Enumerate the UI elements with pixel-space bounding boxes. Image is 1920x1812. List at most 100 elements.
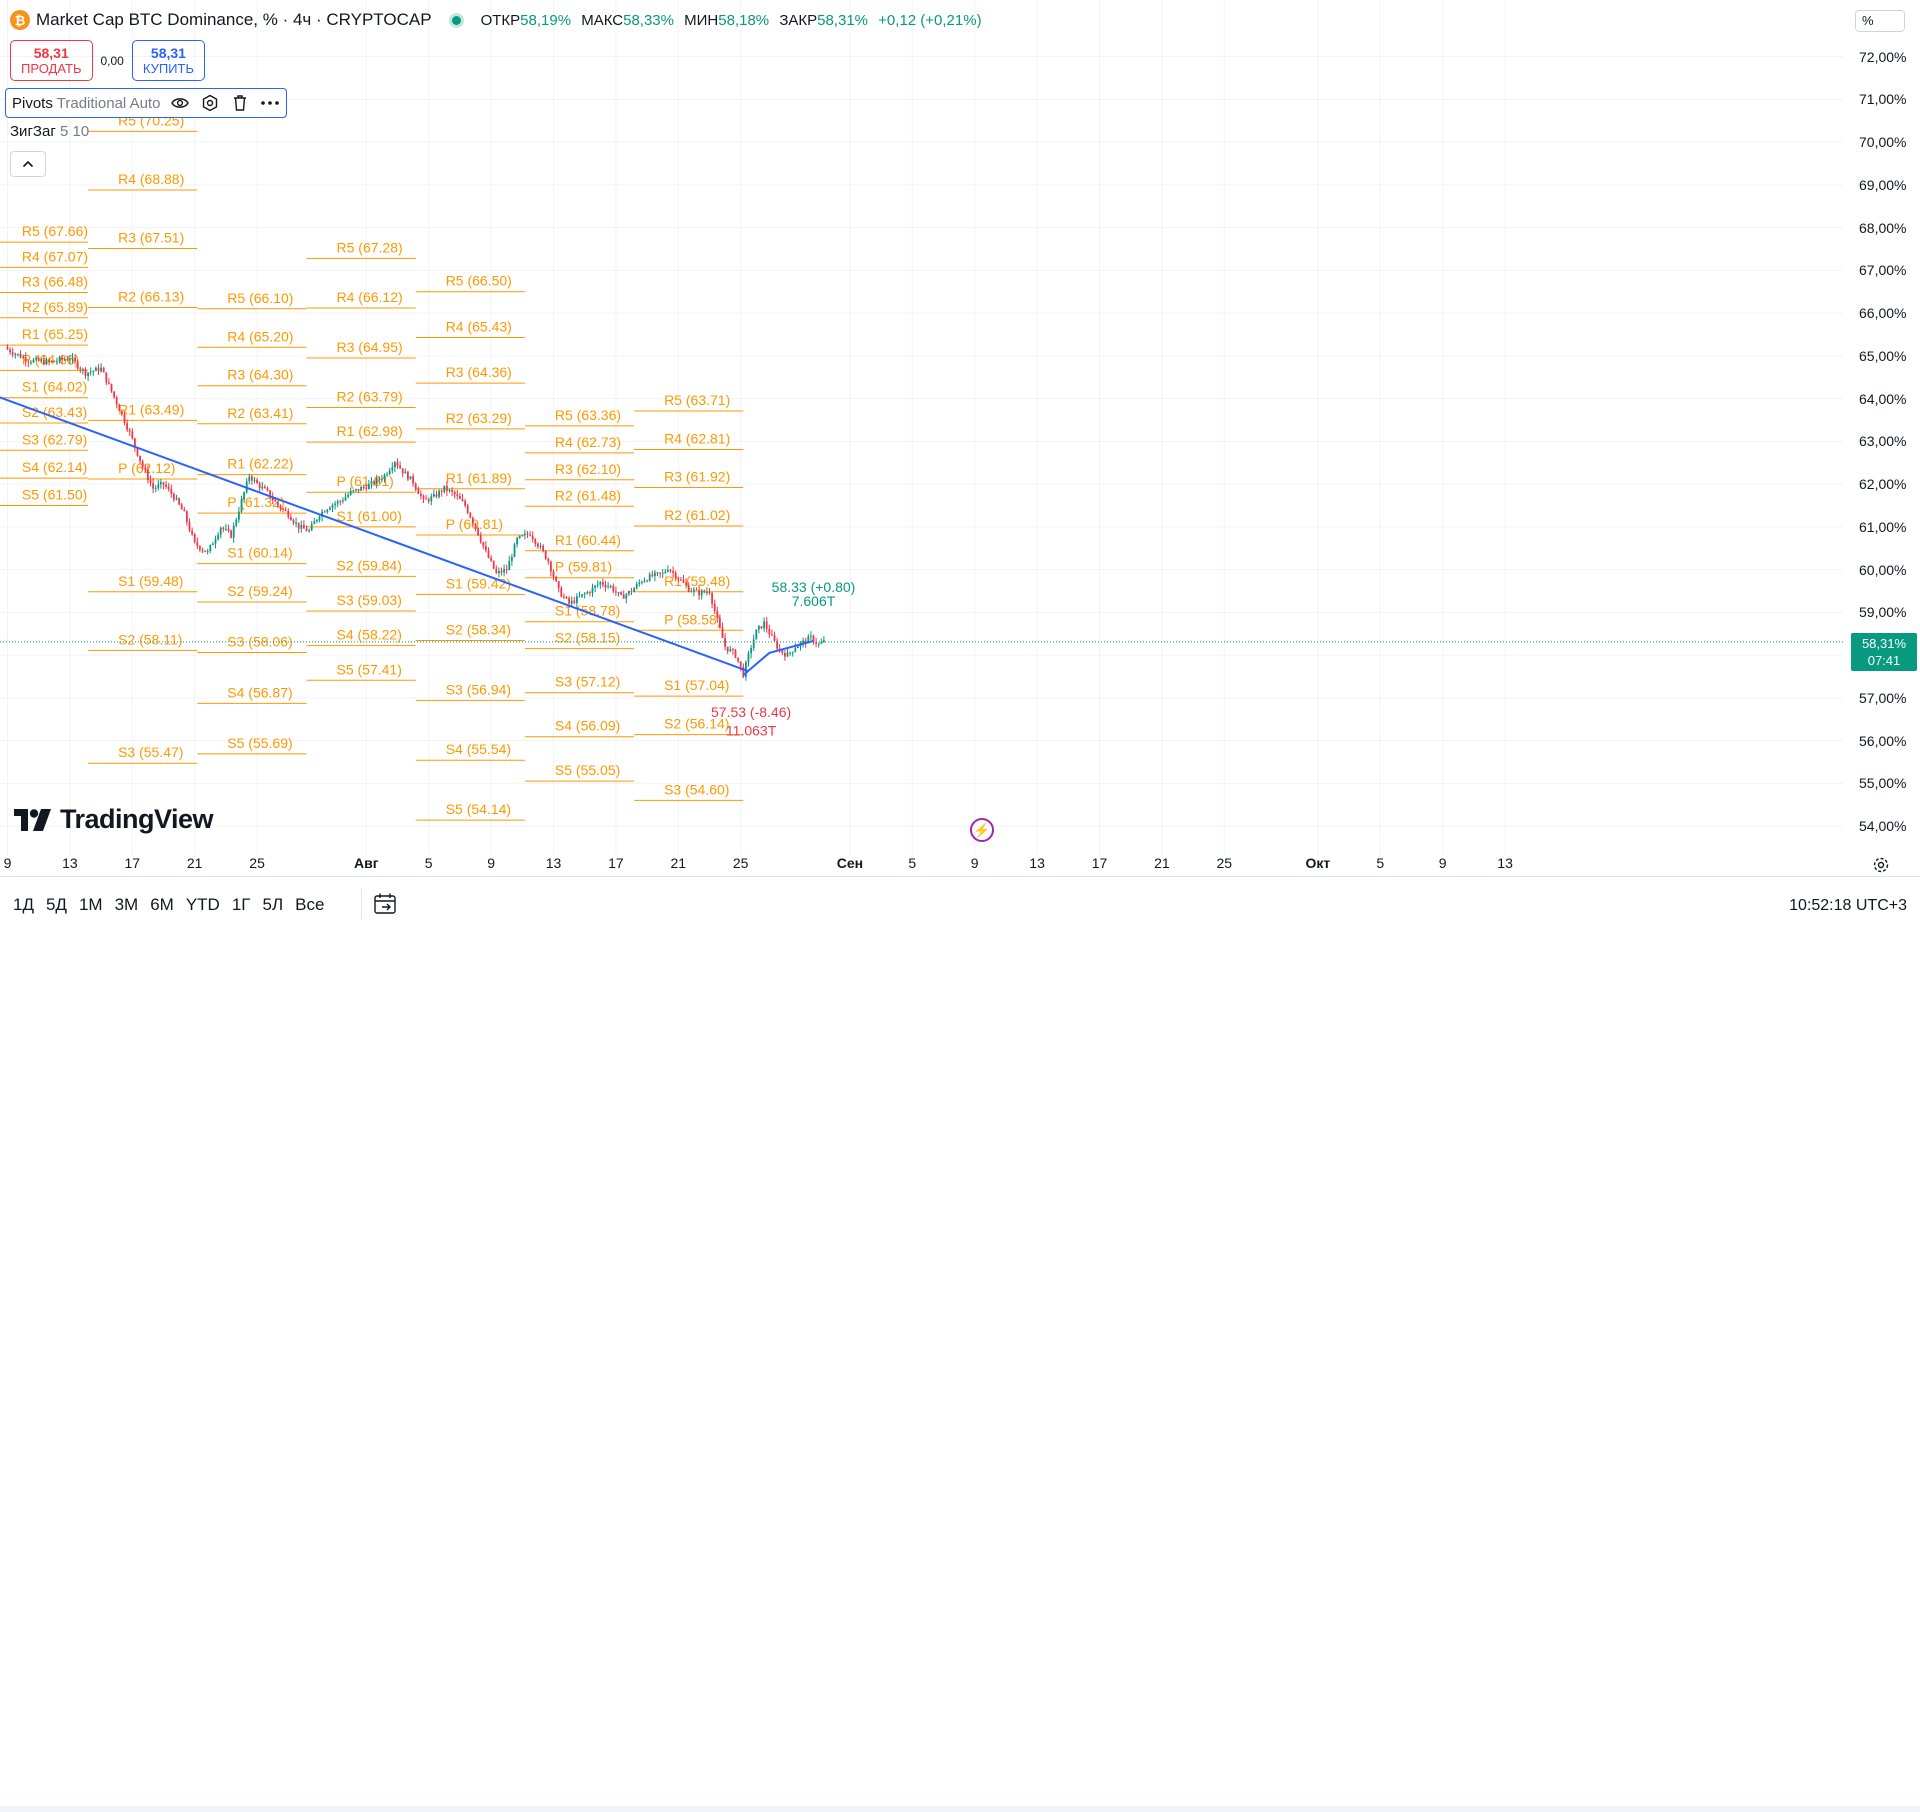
pivot-label-s2: S2 (58.11) [118,631,182,647]
candle-down [11,347,14,358]
candle-body [633,588,635,593]
candle-body [154,487,157,489]
calendar-range-icon[interactable] [373,892,399,916]
candle-down [555,575,557,582]
candle-body [160,482,162,485]
candle-up [238,507,240,523]
candle-up [667,565,669,573]
x-tick-label: 13 [545,855,562,871]
candle-up [802,637,804,648]
candle-up [521,534,524,537]
price-axis[interactable]: % 54,00%55,00%56,00%57,00%58,00%59,00%60… [1843,0,1920,855]
candle-down [186,510,188,526]
collapse-legend-button[interactable] [10,151,46,177]
candle-down [196,537,199,550]
candle-up [539,542,542,550]
zigzag-indicator-legend[interactable]: ЗигЗаг 5 10 [10,123,89,140]
candle-body [755,629,758,640]
settings-gear-icon[interactable] [1870,854,1892,876]
candle-body [204,550,206,552]
candle-body [334,503,336,505]
candle-down [287,508,290,520]
candle-body [565,596,568,599]
candle-body [630,591,633,593]
candle-up [508,555,511,571]
candle-down [173,492,175,502]
candle-body [719,618,721,628]
pivot-label-s4: S4 (56.09) [555,718,620,734]
pivot-label-s3: S3 (62.79) [22,431,87,447]
candle-down [417,486,420,495]
candle-down [256,477,258,484]
candle-down [183,506,186,512]
buy-button[interactable]: 58,31 КУПИТЬ [131,40,205,81]
trash-icon[interactable] [230,93,250,113]
pivot-label-r1: R1 (62.98) [337,423,403,439]
candle-body [422,495,425,499]
candle-body [370,481,373,484]
y-tick-label: 61,00% [1859,518,1907,535]
x-tick-label: 21 [670,855,687,871]
market-status-icon[interactable] [451,15,461,25]
period-1d[interactable]: 1Д [13,895,34,914]
candle-down [162,481,165,490]
candle-body [82,369,84,371]
candle-up [375,474,378,489]
time-axis[interactable]: 9 13 17 21 25 Авг 5 9 13 17 21 25 Сен 5 9 13 17 21 25 Окт 5 9… [0,855,1843,875]
chart-plot-area[interactable]: R5 (67.66) R4 (67.07) R3 (66.48) R2 (65.89)… [0,0,1843,855]
period-3m[interactable]: 3М [114,895,139,914]
candle-body [318,516,321,520]
candle-body [568,598,570,604]
pivots-indicator-name: Pivots Traditional Auto [12,94,161,112]
pivot-label-s2: S2 (63.43) [22,404,87,420]
candle-down [9,347,11,355]
candle-body [248,476,251,482]
candle-down [708,588,711,595]
candle-down [721,622,724,638]
clock-timezone[interactable]: 10:52:18 UTC+3 [1789,897,1907,914]
candle-up [599,581,602,589]
candle-up [810,631,812,641]
period-5d[interactable]: 5Д [45,895,67,914]
settings-icon[interactable] [200,93,220,113]
eye-icon[interactable] [170,93,190,113]
period-ytd[interactable]: YTD [185,895,220,914]
period-1y[interactable]: 1Г [231,895,251,914]
candle-body [206,551,209,553]
candle-body [357,488,360,491]
axis-unit-selector[interactable]: % [1855,10,1905,32]
candle-body [804,640,807,644]
x-tick-label: 25 [249,855,265,871]
symbol-title[interactable]: Market Cap BTC Dominance, % · 4ч · CRYPT… [36,10,432,29]
candle-up [334,500,336,510]
flash-icon[interactable]: ⚡ [970,818,994,842]
candle-body [573,600,576,603]
candle-body [466,505,469,513]
candle-down [128,427,131,437]
candle-up [641,580,643,585]
candle-body [170,488,173,495]
candle-body [193,533,196,542]
candle-up [214,535,217,549]
candle-up [607,581,609,590]
period-5y[interactable]: 5Л [262,895,284,914]
period-1m[interactable]: 1М [78,895,103,914]
candle-up [747,650,750,667]
candle-body [609,585,612,587]
candle-body [617,592,620,594]
candle-body [552,571,555,577]
candle-body [659,572,661,574]
period-all[interactable]: Все [295,895,325,914]
more-icon[interactable] [260,93,280,113]
pivot-label-s5: S5 (61.50) [22,486,87,502]
period-6m[interactable]: 6М [150,895,174,914]
candle-body [758,626,760,630]
candle-body [209,544,212,552]
chevron-up-icon [22,160,34,168]
price-chart[interactable]: R5 (67.66) R4 (67.07) R3 (66.48) R2 (65.89)… [0,0,1843,855]
candle-body [175,498,178,500]
tradingview-logo[interactable]: TradingView [14,804,214,835]
sell-button[interactable]: 58,31 ПРОДАТЬ [10,40,93,81]
candle-down [290,513,292,521]
pivots-indicator-legend[interactable]: Pivots Traditional Auto [5,88,288,118]
